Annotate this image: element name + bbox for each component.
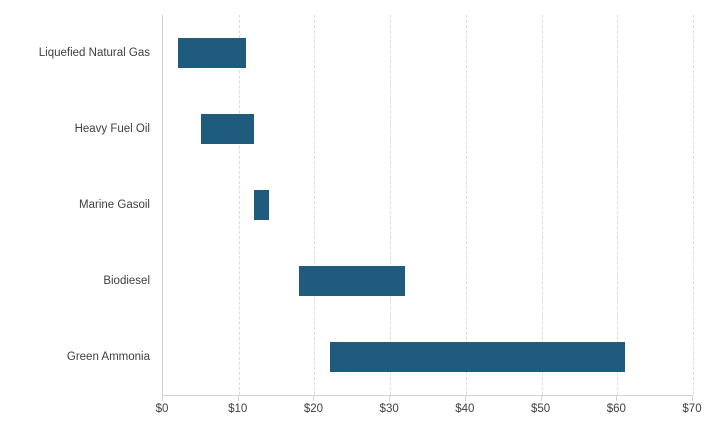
x-tick-label: $40 (455, 403, 475, 415)
range-bar (299, 266, 406, 296)
x-tick-label: $10 (228, 403, 248, 415)
x-tick-label: $30 (379, 403, 399, 415)
x-tick-label: $60 (606, 403, 626, 415)
x-tick-mark (313, 396, 315, 401)
range-bar (253, 190, 269, 220)
x-tick-mark (464, 396, 466, 401)
x-tick-mark (616, 396, 618, 401)
plot-area (162, 15, 694, 396)
category-label: Green Ammonia (66, 351, 150, 363)
gridline-x-40 (465, 15, 467, 395)
x-tick-label: $50 (530, 403, 551, 415)
x-tick-mark (389, 396, 391, 401)
x-tick-mark (237, 396, 239, 401)
x-tick-mark (692, 396, 693, 401)
range-bar (200, 114, 254, 144)
gridline-x-20 (314, 15, 316, 395)
category-label: Marine Gasoil (79, 199, 150, 211)
x-tick-label: $20 (303, 403, 324, 415)
category-label: Biodiesel (103, 275, 150, 287)
gridline-x-10 (238, 15, 240, 395)
gridline-x-30 (390, 15, 392, 395)
range-bar (329, 342, 625, 372)
x-tick-mark (540, 396, 542, 401)
gridline-x-60 (617, 15, 619, 395)
gridline-x-70 (693, 15, 694, 395)
x-tick-label: $70 (682, 403, 702, 415)
gridline-x-50 (541, 15, 543, 395)
range-bar (178, 38, 247, 68)
x-tick-mark (162, 396, 163, 401)
category-label: Heavy Fuel Oil (74, 123, 150, 135)
category-label: Liquefied Natural Gas (38, 47, 150, 59)
x-tick-label: $0 (155, 403, 169, 415)
